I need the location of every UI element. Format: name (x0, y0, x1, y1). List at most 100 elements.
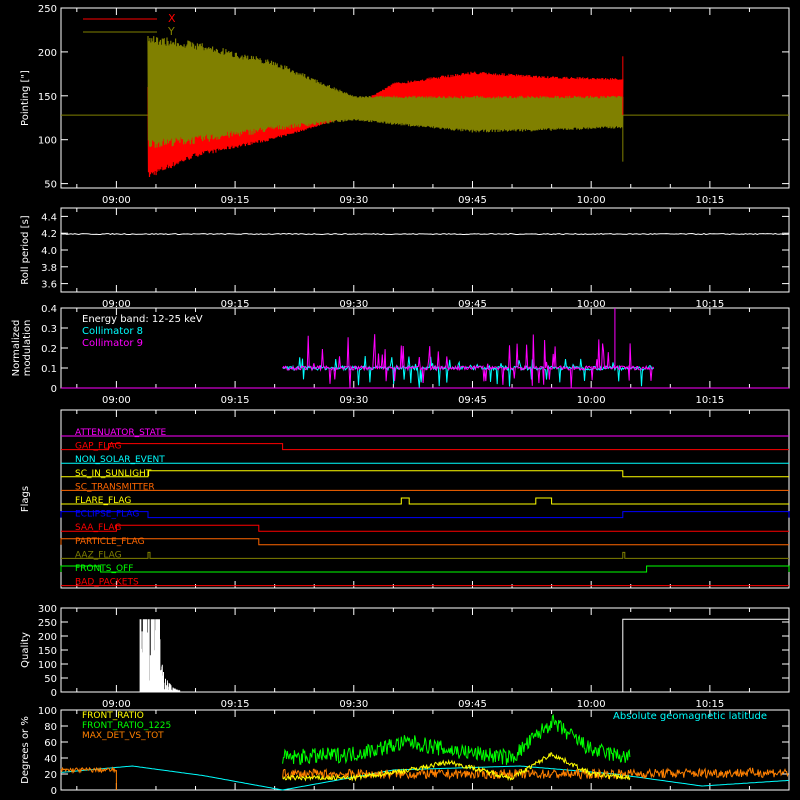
panel-2-x-tick-label: 09:30 (339, 299, 368, 310)
legend-label-x: X (168, 12, 176, 25)
quality-plot (61, 618, 789, 693)
roll-period-series (60, 232, 790, 236)
flag-line-gap-flag (61, 443, 789, 451)
panel-3-x-tick-label: 09:00 (102, 395, 131, 406)
flag-label-non-solar-event: NON_SOLAR_EVENT (75, 455, 165, 465)
panel-1-x-tick-label: 09:30 (339, 195, 368, 206)
panel-3-y-tick-label: 0.4 (41, 304, 57, 315)
panel-3-y-axis-label: Normalizedmodulation (11, 320, 33, 377)
panel-5-y-tick-label: 50 (44, 674, 57, 685)
panel-1-x-tick-label: 09:45 (458, 195, 487, 206)
panel-6-y-tick-label: 60 (44, 738, 57, 749)
panel-3-y-tick-label: 0.2 (41, 344, 57, 355)
panel-3-y-tick-label: 0 (51, 384, 57, 395)
panel-6-y-tick-label: 0 (51, 786, 57, 797)
flag-label-fronts-off: FRONTS_OFF (75, 564, 133, 574)
panel-1-x-tick-label: 09:15 (221, 195, 250, 206)
panel-5-x-tick-label: 10:15 (695, 699, 724, 710)
geomagnetic-latitude-label: Absolute geomagnetic latitude (613, 711, 767, 722)
flag-label-gap-flag: GAP_FLAG (75, 442, 121, 452)
panel-3-x-tick-label: 09:45 (458, 395, 487, 406)
panel-5-frame (60, 607, 790, 693)
panel-3-y-tick-label: 0.1 (41, 364, 57, 375)
flag-label-aaz-flag: AAZ_FLAG (75, 550, 122, 560)
panel-5-y-tick-label: 200 (38, 632, 57, 643)
panel-2-y-tick-label: 3.6 (41, 280, 57, 291)
panel-6-frame (60, 709, 790, 791)
panel-1-x-tick-label: 10:00 (577, 195, 606, 206)
panel-5-y-tick-label: 100 (38, 660, 57, 671)
panel-2-y-tick-label: 3.8 (41, 263, 57, 274)
panel-6-y-tick-label: 20 (44, 770, 57, 781)
panel-1-x-tick-label: 10:15 (695, 195, 724, 206)
panel-2-x-tick-label: 09:15 (221, 299, 250, 310)
panel-1-y-tick-label: 50 (44, 180, 57, 191)
quality-spikes (139, 619, 181, 692)
panel-4-frame (60, 409, 790, 589)
panel-5-x-tick-label: 09:30 (339, 699, 368, 710)
panel-2-y-tick-label: 4.2 (41, 229, 57, 240)
flag-label-sc-transmitter: SC_TRANSMITTER (75, 482, 155, 492)
panel-5-y-tick-label: 0 (51, 688, 57, 699)
series-front-ratio-1225 (282, 713, 631, 765)
flag-label-saa-flag: SAA_FLAG (75, 523, 121, 533)
flag-label-bad-packets: BAD_PACKETS (75, 578, 139, 588)
flag-label-sc-in-sunlight: SC_IN_SUNLIGHT (75, 469, 152, 479)
panel-1-y-tick-label: 100 (38, 136, 57, 147)
series-max-det-vs-tot (282, 767, 789, 781)
panel-3-x-tick-label: 09:15 (221, 395, 250, 406)
panel-2-y-tick-label: 4.0 (41, 246, 57, 257)
panel-1-y-tick-label: 200 (38, 48, 57, 59)
flag-label-flare-flag: FLARE_FLAG (75, 496, 131, 506)
panel-6-y-tick-label: 40 (44, 754, 57, 765)
panel-5-y-tick-label: 150 (38, 646, 57, 657)
panel-5-x-tick-label: 09:00 (102, 699, 131, 710)
flag-line-flare-flag (61, 497, 789, 505)
panel-2-x-tick-label: 09:45 (458, 299, 487, 310)
series-front-ratio (282, 752, 631, 782)
modulation-series-collimator-9 (282, 334, 654, 388)
panel-2-frame (60, 207, 790, 293)
series-max-det-vs-tot (60, 766, 117, 774)
legend-label-collimator-8: Collimator 8 (82, 326, 143, 337)
legend-label-front-ratio: FRONT_RATIO (82, 711, 144, 721)
panel-1-frame (60, 7, 790, 189)
panel-3-y-tick-label: 0.3 (41, 324, 57, 335)
panel-2-x-tick-label: 10:00 (577, 299, 606, 310)
quality-series (61, 618, 789, 693)
panel-3-x-tick-label: 10:15 (695, 395, 724, 406)
legend-label-front-ratio-1225: FRONT_RATIO_1225 (82, 721, 171, 731)
panel-6-y-tick-label: 100 (38, 706, 57, 717)
series-geomagnetic-latitude (60, 765, 790, 791)
panel-2-x-tick-label: 10:15 (695, 299, 724, 310)
pointing-series-x (147, 71, 624, 178)
flag-label-particle-flag: PARTICLE_FLAG (75, 537, 145, 547)
panel-5-x-tick-label: 10:00 (577, 699, 606, 710)
panel-6-y-axis-label: Degrees or % (20, 716, 31, 784)
panel-5-y-tick-label: 300 (38, 604, 57, 615)
panel-3-x-tick-label: 09:30 (339, 395, 368, 406)
panel-4-y-axis-label: Flags (20, 486, 31, 512)
panel-2-x-tick-label: 09:00 (102, 299, 131, 310)
legend-label-collimator-9: Collimator 9 (82, 338, 143, 349)
panel-6-y-tick-label: 80 (44, 722, 57, 733)
legend-label-max-det-vs-tot: MAX_DET_VS_TOT (82, 731, 164, 741)
flag-line-particle-flag (60, 538, 789, 546)
panel-2-y-tick-label: 4.4 (41, 212, 57, 223)
flag-line-eclipse-flag (60, 511, 790, 519)
panel-5-y-axis-label: Quality (20, 632, 31, 668)
panel-3-x-tick-label: 10:00 (577, 395, 606, 406)
legend-label-y: Y (167, 25, 175, 38)
panel-1-y-tick-label: 150 (38, 92, 57, 103)
energy-band-label: Energy band: 12-25 keV (82, 314, 203, 325)
flag-label-attenuator-state: ATTENUATOR_STATE (75, 428, 167, 438)
panel-1-y-axis-label: Pointing ["] (20, 70, 31, 126)
flag-line-aaz-flag (61, 551, 789, 559)
flag-line-saa-flag (61, 524, 789, 532)
panel-2-y-axis-label: Roll period [s] (20, 215, 31, 284)
pointing-plot (61, 35, 789, 178)
flag-line-sc-in-sunlight (61, 470, 789, 478)
pointing-series-y (147, 35, 624, 148)
